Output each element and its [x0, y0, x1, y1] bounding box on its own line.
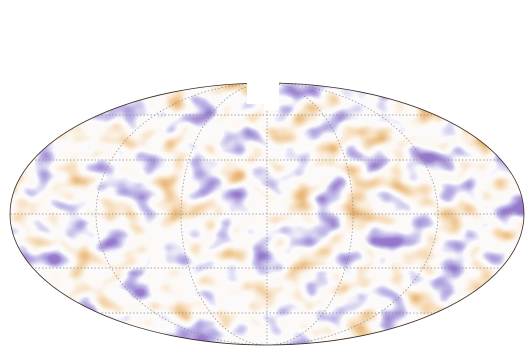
sky-field [0, 70, 525, 347]
masked-region [264, 100, 279, 110]
page [0, 0, 525, 347]
temperature-field [0, 70, 525, 347]
masked-region [247, 76, 279, 104]
sky-map [0, 0, 525, 347]
